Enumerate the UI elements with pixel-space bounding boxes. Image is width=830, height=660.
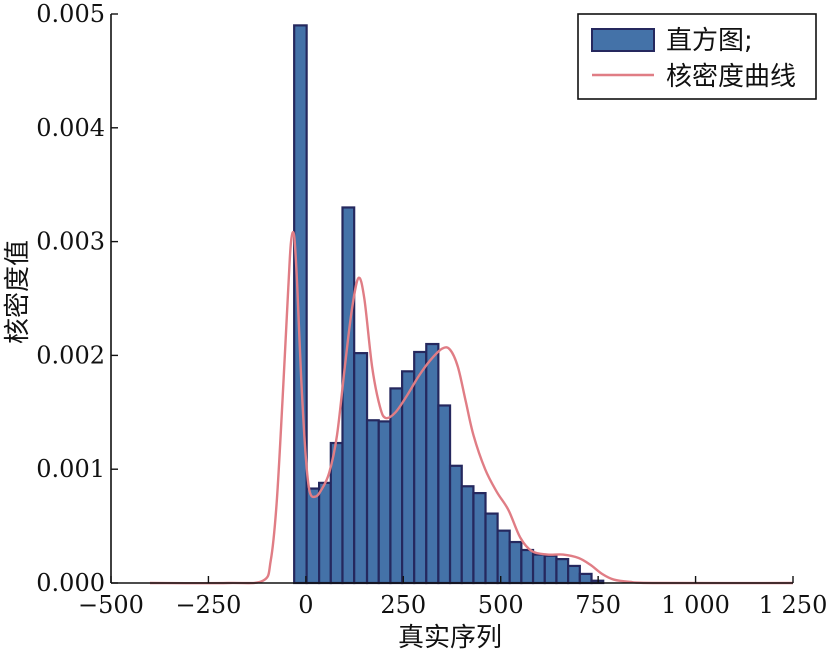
legend: 直方图; 核密度曲线 (577, 13, 817, 100)
histogram-bar (496, 529, 511, 585)
histogram-bar (448, 464, 463, 585)
x-axis-title: 真实序列 (398, 623, 502, 653)
histogram-bar (484, 512, 499, 585)
x-tick-label: 500 (478, 591, 524, 619)
histogram-bars (293, 24, 605, 585)
y-tick-label: 0.005 (36, 0, 105, 28)
histogram-bar (401, 370, 416, 585)
y-axis-title: 核密度值 (3, 240, 33, 344)
x-tick-label: 0 (298, 591, 313, 619)
x-tick-label: 250 (380, 591, 426, 619)
legend-histogram-label: 直方图; (666, 26, 753, 56)
histogram-bar (377, 420, 392, 585)
x-tick-label: 1 250 (759, 591, 828, 619)
histogram-bar (472, 491, 487, 585)
x-tick-label: −250 (175, 591, 241, 619)
histogram-bar (437, 404, 452, 585)
histogram-bar (555, 558, 570, 585)
y-tick-label: 0.003 (36, 228, 105, 256)
x-tick-label: 750 (575, 591, 621, 619)
histogram-bar (365, 419, 380, 585)
legend-kde-label: 核密度曲线 (666, 62, 796, 92)
histogram-bar (318, 481, 332, 585)
histogram-bar (543, 554, 558, 585)
axes: −500 −250 0 250 500 750 1 000 1 250 0.000 0.001 0.… (36, 0, 827, 619)
x-tick-label: 1 000 (661, 591, 730, 619)
histogram-bar (578, 572, 593, 585)
histogram-bar (389, 387, 404, 585)
histogram-bar (341, 206, 356, 585)
histogram-bar (567, 564, 581, 585)
histogram-bar (305, 487, 321, 585)
y-tick-label: 0.001 (36, 455, 105, 483)
kde-curve (149, 230, 794, 585)
histogram-bar (520, 548, 535, 585)
legend-histogram-swatch (591, 28, 655, 52)
y-tick-label: 0.000 (36, 569, 105, 597)
x-tick-label: −500 (78, 591, 144, 619)
y-tick-label: 0.002 (36, 341, 105, 369)
histogram-bar (508, 540, 523, 585)
y-tick-label: 0.004 (36, 114, 105, 142)
histogram-bar (460, 485, 475, 585)
histogram-bar (425, 342, 440, 585)
histogram-bar (531, 553, 546, 585)
histogram-bar (293, 24, 308, 585)
histogram-bar (413, 350, 428, 585)
histogram-bar (353, 352, 369, 585)
